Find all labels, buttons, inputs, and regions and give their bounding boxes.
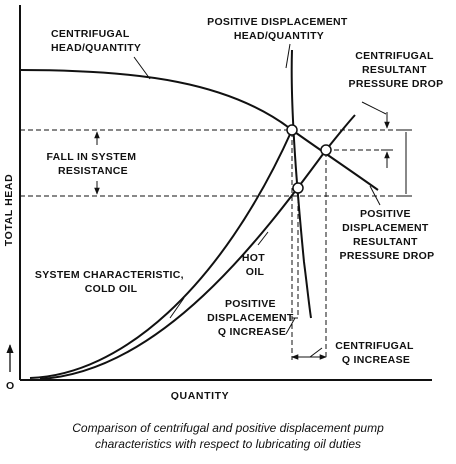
- label-system-characteristic-cold-oil: SYSTEM CHARACTERISTIC, COLD OIL: [35, 269, 187, 295]
- system-characteristic-cold-oil-curve: [29, 129, 293, 379]
- leader-cold-oil: [169, 297, 185, 319]
- leader-centrifugal-q-increase: [309, 347, 323, 358]
- label-centrifugal-head-quantity: CENTRIFUGAL HEAD/QUANTITY: [51, 28, 141, 54]
- figure-caption: Comparison of centrifugal and positive d…: [0, 420, 456, 452]
- leader-centrifugal-head: [133, 56, 151, 80]
- y-axis-label: TOTAL HEAD: [3, 174, 15, 247]
- label-positive-displacement-q-increase: POSITIVE DISPLACEMENT Q INCREASE: [207, 298, 297, 338]
- centrifugal-head-quantity-curve: [19, 69, 379, 191]
- label-positive-displacement-head-quantity: POSITIVE DISPLACEMENT HEAD/QUANTITY: [207, 16, 351, 42]
- caption-line-1: Comparison of centrifugal and positive d…: [72, 421, 384, 435]
- x-axis-label: QUANTITY: [171, 390, 229, 400]
- leader-pd-drop: [369, 185, 381, 206]
- label-positive-displacement-resultant-pressure-drop: POSITIVE DISPLACEMENT RESULTANT PRESSURE…: [340, 208, 435, 262]
- leader-hot-oil: [257, 231, 269, 246]
- origin-label: O: [6, 380, 15, 392]
- operating-point-positive-displacement-hot-oil: [292, 182, 304, 194]
- system-characteristic-hot-oil-curve: [39, 114, 356, 380]
- operating-point-cold-oil: [286, 124, 298, 136]
- leader-pd-q-increase: [285, 317, 296, 335]
- caption-line-2: characteristics with respect to lubricat…: [94, 437, 362, 451]
- label-fall-in-system-resistance: FALL IN SYSTEM RESISTANCE: [47, 151, 140, 177]
- label-hot-oil: HOT OIL: [242, 252, 268, 278]
- leader-centrifugal-drop: [361, 101, 387, 115]
- leader-pd-head: [285, 43, 291, 69]
- operating-point-centrifugal-hot-oil: [320, 144, 332, 156]
- positive-displacement-curve: [290, 49, 312, 319]
- label-centrifugal-q-increase: CENTRIFUGAL Q INCREASE: [335, 340, 417, 366]
- label-centrifugal-resultant-pressure-drop: CENTRIFUGAL RESULTANT PRESSURE DROP: [349, 50, 444, 90]
- pump-characteristics-diagram: CENTRIFUGAL HEAD/QUANTITY POSITIVE DISPL…: [3, 5, 444, 400]
